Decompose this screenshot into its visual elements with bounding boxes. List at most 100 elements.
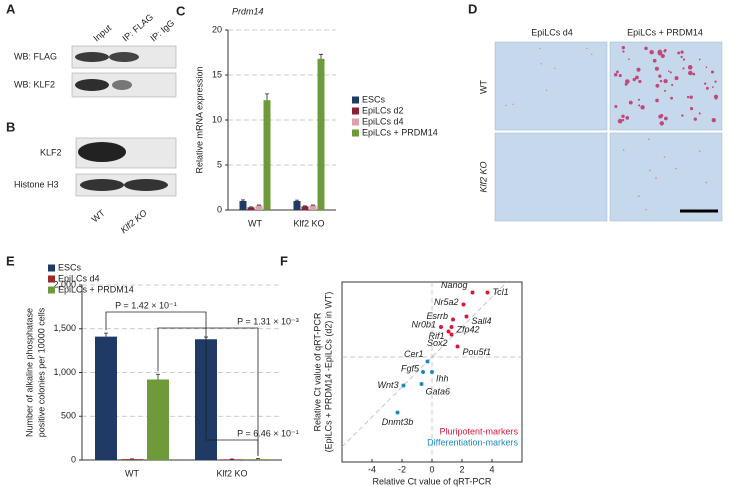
legend-swatch xyxy=(352,129,359,137)
colony xyxy=(687,65,693,70)
point xyxy=(449,325,454,329)
colony xyxy=(659,121,664,126)
legend-label: ESCs xyxy=(58,262,82,272)
colony xyxy=(686,95,690,99)
colony xyxy=(714,97,718,100)
colony xyxy=(512,103,514,105)
colony xyxy=(554,67,556,70)
colony xyxy=(667,70,670,73)
bar xyxy=(147,379,169,460)
band xyxy=(75,52,109,62)
colonies xyxy=(505,46,719,211)
colony xyxy=(698,150,701,153)
bar xyxy=(247,459,269,460)
blot-label: KLF2 xyxy=(40,147,62,157)
colony xyxy=(689,106,694,111)
colony xyxy=(640,105,645,110)
colony xyxy=(670,96,674,100)
legend-label: EpiLCs d4 xyxy=(58,273,100,283)
point xyxy=(439,325,443,329)
y-axis-label: (EpiLCs + PRDM14 -EpiLCs (d2) in WT) xyxy=(323,292,333,453)
error-bar xyxy=(295,199,299,201)
colony xyxy=(698,58,701,61)
micrograph xyxy=(609,132,723,222)
colony xyxy=(614,104,618,109)
colony xyxy=(677,51,681,55)
bar xyxy=(121,459,143,460)
panel-label: C xyxy=(176,3,186,18)
y-tick-label: 5 xyxy=(217,159,222,169)
chart-title: Prdm14 xyxy=(232,6,264,16)
colony xyxy=(688,70,693,76)
point xyxy=(430,370,434,374)
column-label: EpiLCs d4 xyxy=(531,27,573,37)
y-tick-label: 1,000 xyxy=(53,367,76,377)
colony xyxy=(645,208,647,211)
colony xyxy=(649,169,651,172)
error-bar xyxy=(241,199,245,201)
band xyxy=(112,80,132,90)
point-label: Wnt3 xyxy=(377,380,398,390)
blot-label: Histone H3 xyxy=(14,179,59,189)
colony xyxy=(545,89,548,91)
colony xyxy=(713,94,719,99)
micrograph xyxy=(609,41,723,131)
colony xyxy=(663,156,666,158)
colony xyxy=(689,95,693,99)
y-tick-label: 2,000 xyxy=(53,279,76,289)
bar xyxy=(255,205,263,210)
point xyxy=(446,329,451,334)
legend-swatch xyxy=(48,286,55,294)
colony xyxy=(616,70,619,74)
bar xyxy=(247,207,255,210)
error-bar xyxy=(104,332,108,337)
colony xyxy=(628,58,630,60)
colony xyxy=(674,76,679,81)
legend-label: Pluripotent-markers xyxy=(439,426,518,436)
band xyxy=(78,142,126,162)
y-tick-label: 1,500 xyxy=(53,323,76,333)
blot-label: WB: FLAG xyxy=(14,51,57,61)
bar xyxy=(221,459,243,460)
colony xyxy=(613,73,618,77)
colony xyxy=(539,47,541,50)
legend-swatch xyxy=(352,107,359,115)
x-axis-label: Relative Ct value of qRT-PCR xyxy=(373,476,492,486)
colony xyxy=(622,149,625,151)
point-label: Sox2 xyxy=(427,338,448,348)
bar xyxy=(263,100,271,210)
annotation: P = 6.46 × 10⁻¹ xyxy=(237,428,299,438)
annotation: P = 1.42 × 10⁻¹ xyxy=(115,300,177,310)
x-tick-label: -4 xyxy=(368,464,376,474)
significance-bracket xyxy=(105,311,207,335)
point xyxy=(461,302,466,307)
row-label: WT xyxy=(478,80,488,94)
colony xyxy=(655,176,657,179)
point xyxy=(485,290,490,295)
y-tick-label: 0 xyxy=(217,204,222,214)
legend-label: EpiLCs d4 xyxy=(362,116,404,126)
legend-swatch xyxy=(48,275,55,283)
point-label: Ihh xyxy=(436,373,449,383)
point xyxy=(449,332,454,337)
y-tick-label: 10 xyxy=(212,114,222,124)
colony xyxy=(637,195,640,197)
colony xyxy=(698,112,701,115)
colony xyxy=(705,86,709,90)
point-label: Tcl1 xyxy=(493,287,509,297)
y-tick-label: 20 xyxy=(212,24,222,34)
colony xyxy=(647,138,650,141)
legend-swatch xyxy=(352,96,359,104)
colony xyxy=(682,58,686,61)
point-label: Fgf5 xyxy=(401,363,420,373)
point xyxy=(451,317,455,322)
y-tick-label: 500 xyxy=(61,411,76,421)
colony xyxy=(632,77,636,82)
panel-label: F xyxy=(280,253,288,268)
colony xyxy=(617,118,623,124)
legend-label: ESCs xyxy=(362,94,386,104)
colony xyxy=(658,114,663,119)
colony xyxy=(618,73,622,78)
colony xyxy=(663,49,667,53)
